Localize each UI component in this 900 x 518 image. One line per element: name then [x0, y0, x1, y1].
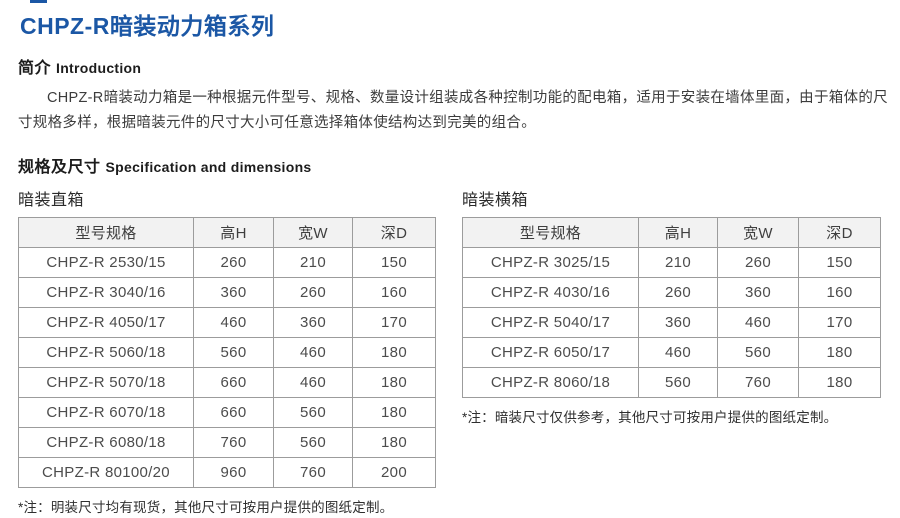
depth-cell: 170 — [352, 307, 436, 338]
width-cell: 560 — [273, 397, 353, 428]
width-cell: 560 — [273, 427, 353, 458]
width-cell: 360 — [273, 307, 353, 338]
horizontal-box-note: *注：暗装尺寸仅供参考，其他尺寸可按用户提供的图纸定制。 — [462, 410, 838, 425]
depth-cell: 150 — [352, 247, 436, 278]
model-cell: CHPZ-R 80100/20 — [18, 457, 194, 488]
width-cell: 210 — [273, 247, 353, 278]
width-cell: 760 — [273, 457, 353, 488]
intro-heading-en: Introduction — [56, 60, 142, 76]
horizontal-box-table: 型号规格 高H 宽W 深D CHPZ-R 3025/15 210 260 150… — [462, 217, 881, 398]
table-row: CHPZ-R 5060/18 560 460 180 — [18, 337, 436, 368]
height-cell: 660 — [193, 367, 274, 398]
horizontal-box-table-title: 暗装横箱 — [462, 192, 529, 209]
table-row: CHPZ-R 5070/18 660 460 180 — [18, 367, 436, 398]
vertical-box-table-title: 暗装直箱 — [18, 192, 85, 209]
model-cell: CHPZ-R 2530/15 — [18, 247, 194, 278]
width-cell: 460 — [273, 367, 353, 398]
vertical-box-note: *注：明装尺寸均有现货，其他尺寸可按用户提供的图纸定制。 — [18, 500, 394, 515]
column-header-width: 宽W — [717, 217, 799, 248]
table-row: CHPZ-R 5040/17 360 460 170 — [462, 307, 881, 338]
depth-cell: 180 — [352, 427, 436, 458]
table-row: CHPZ-R 3040/16 360 260 160 — [18, 277, 436, 308]
height-cell: 360 — [638, 307, 718, 338]
table-row: CHPZ-R 4030/16 260 360 160 — [462, 277, 881, 308]
column-header-model: 型号规格 — [18, 217, 194, 248]
spec-section-heading: 规格及尺寸 Specification and dimensions — [18, 153, 882, 177]
table-header-row: 型号规格 高H 宽W 深D — [18, 217, 436, 248]
height-cell: 960 — [193, 457, 274, 488]
depth-cell: 180 — [352, 337, 436, 368]
height-cell: 360 — [193, 277, 274, 308]
model-cell: CHPZ-R 6050/17 — [462, 337, 639, 368]
depth-cell: 160 — [798, 277, 881, 308]
top-decorative-fragment — [30, 0, 47, 3]
depth-cell: 180 — [798, 367, 881, 398]
table-row: CHPZ-R 6070/18 660 560 180 — [18, 397, 436, 428]
height-cell: 560 — [638, 367, 718, 398]
vertical-box-column: 暗装直箱 型号规格 高H 宽W 深D CHPZ-R 2530/15 260 21 — [18, 186, 436, 516]
intro-paragraph: CHPZ-R暗装动力箱是一种根据元件型号、规格、数量设计组装成各种控制功能的配电… — [18, 90, 888, 131]
width-cell: 460 — [273, 337, 353, 368]
depth-cell: 180 — [352, 397, 436, 428]
height-cell: 460 — [638, 337, 718, 368]
model-cell: CHPZ-R 3025/15 — [462, 247, 639, 278]
column-header-height: 高H — [193, 217, 274, 248]
table-row: CHPZ-R 6080/18 760 560 180 — [18, 427, 436, 458]
intro-section-heading: 简介 Introduction — [18, 54, 882, 78]
page-title: CHPZ-R暗装动力箱系列 — [20, 13, 275, 39]
width-cell: 460 — [717, 307, 799, 338]
depth-cell: 180 — [798, 337, 881, 368]
depth-cell: 160 — [352, 277, 436, 308]
width-cell: 560 — [717, 337, 799, 368]
width-cell: 260 — [273, 277, 353, 308]
model-cell: CHPZ-R 5040/17 — [462, 307, 639, 338]
depth-cell: 150 — [798, 247, 881, 278]
horizontal-box-column: 暗装横箱 型号规格 高H 宽W 深D CHPZ-R 3025/15 210 26 — [462, 186, 881, 516]
depth-cell: 170 — [798, 307, 881, 338]
column-header-model: 型号规格 — [462, 217, 639, 248]
height-cell: 760 — [193, 427, 274, 458]
height-cell: 210 — [638, 247, 718, 278]
table-header-row: 型号规格 高H 宽W 深D — [462, 217, 881, 248]
spec-heading-zh: 规格及尺寸 — [18, 159, 101, 176]
model-cell: CHPZ-R 6080/18 — [18, 427, 194, 458]
column-header-depth: 深D — [798, 217, 881, 248]
intro-heading-zh: 简介 — [18, 60, 52, 77]
column-header-height: 高H — [638, 217, 718, 248]
height-cell: 260 — [193, 247, 274, 278]
spec-heading-en: Specification and dimensions — [105, 159, 312, 175]
model-cell: CHPZ-R 6070/18 — [18, 397, 194, 428]
column-header-width: 宽W — [273, 217, 353, 248]
table-row: CHPZ-R 8060/18 560 760 180 — [462, 367, 881, 398]
height-cell: 260 — [638, 277, 718, 308]
depth-cell: 180 — [352, 367, 436, 398]
width-cell: 260 — [717, 247, 799, 278]
model-cell: CHPZ-R 4050/17 — [18, 307, 194, 338]
model-cell: CHPZ-R 8060/18 — [462, 367, 639, 398]
table-row: CHPZ-R 80100/20 960 760 200 — [18, 457, 436, 488]
table-row: CHPZ-R 3025/15 210 260 150 — [462, 247, 881, 278]
height-cell: 460 — [193, 307, 274, 338]
table-row: CHPZ-R 2530/15 260 210 150 — [18, 247, 436, 278]
spec-tables-area: 暗装直箱 型号规格 高H 宽W 深D CHPZ-R 2530/15 260 21 — [18, 186, 882, 516]
table-row: CHPZ-R 6050/17 460 560 180 — [462, 337, 881, 368]
depth-cell: 200 — [352, 457, 436, 488]
height-cell: 660 — [193, 397, 274, 428]
vertical-box-table: 型号规格 高H 宽W 深D CHPZ-R 2530/15 260 210 150… — [18, 217, 436, 488]
width-cell: 360 — [717, 277, 799, 308]
model-cell: CHPZ-R 3040/16 — [18, 277, 194, 308]
table-row: CHPZ-R 4050/17 460 360 170 — [18, 307, 436, 338]
model-cell: CHPZ-R 4030/16 — [462, 277, 639, 308]
model-cell: CHPZ-R 5070/18 — [18, 367, 194, 398]
column-header-depth: 深D — [352, 217, 436, 248]
model-cell: CHPZ-R 5060/18 — [18, 337, 194, 368]
width-cell: 760 — [717, 367, 799, 398]
height-cell: 560 — [193, 337, 274, 368]
